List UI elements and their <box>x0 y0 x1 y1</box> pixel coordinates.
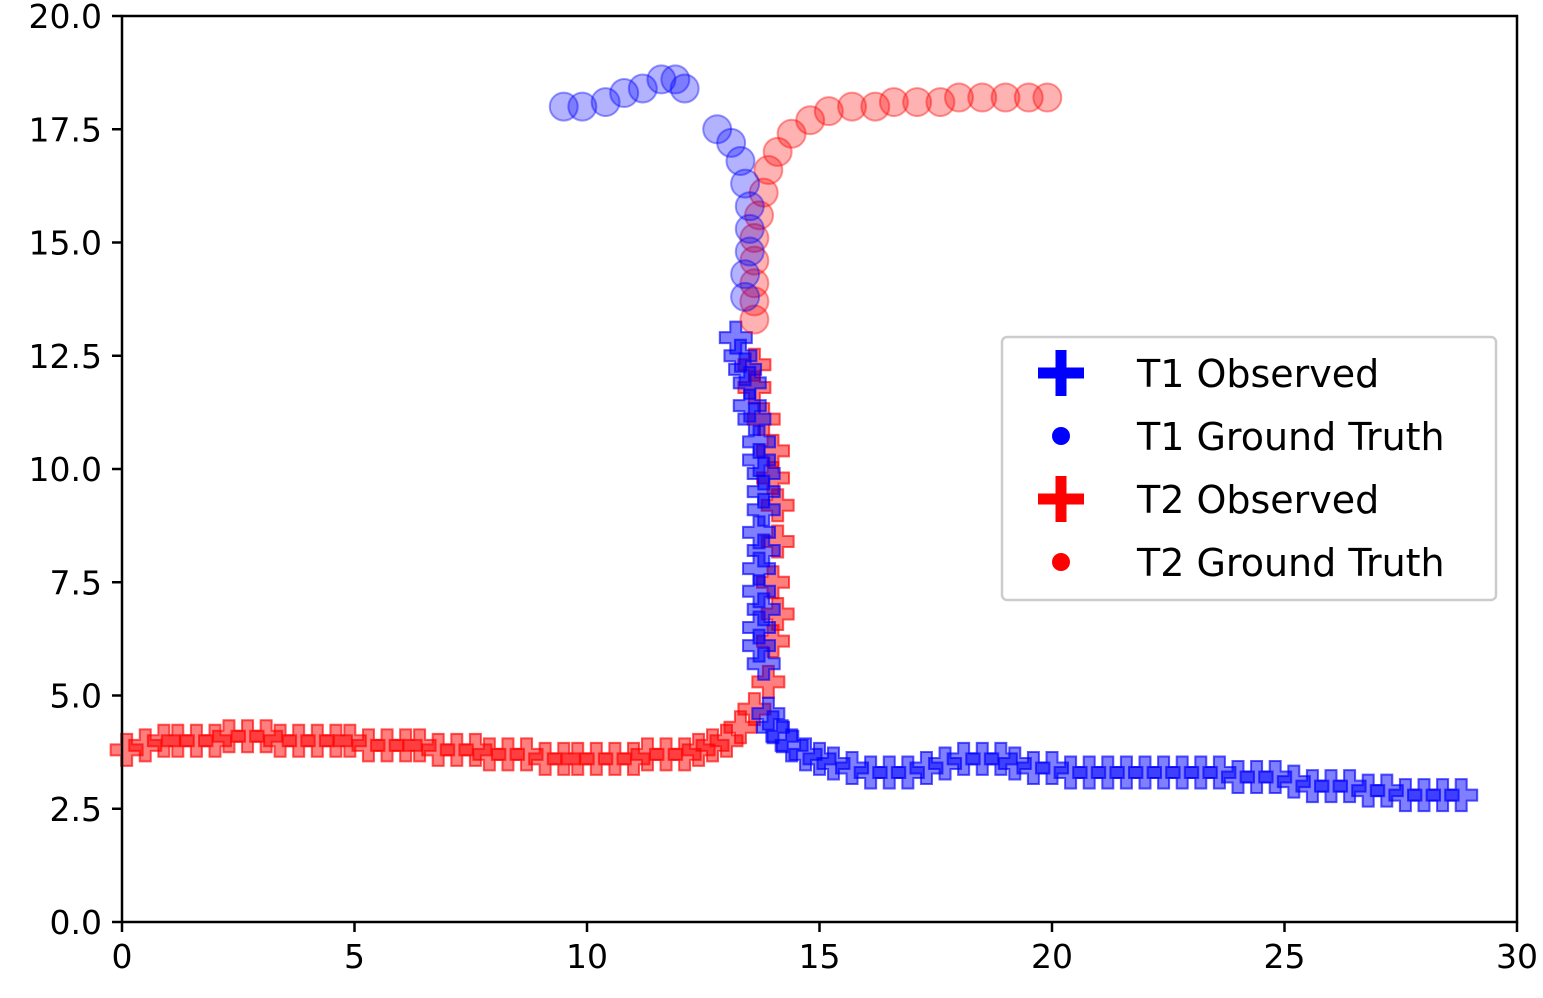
ground-truth-point <box>646 64 677 95</box>
ground-truth-point <box>744 200 775 231</box>
ground-truth-point <box>702 114 733 145</box>
y-tick-label: 10.0 <box>29 450 102 489</box>
y-tick-label: 15.0 <box>29 224 102 263</box>
observed-point <box>509 737 544 772</box>
x-tick-label: 15 <box>799 937 841 976</box>
series-t1-ground-truth <box>548 64 765 312</box>
ground-truth-point <box>730 259 761 290</box>
observed-point <box>1258 760 1293 795</box>
legend-label: T2 Observed <box>1136 478 1379 522</box>
legend-label: T1 Ground Truth <box>1136 415 1445 459</box>
observed-point <box>1444 778 1479 813</box>
observed-point <box>1369 773 1404 808</box>
x-tick-label: 20 <box>1031 937 1073 976</box>
ground-truth-point <box>730 168 761 199</box>
ground-truth-point <box>837 91 868 122</box>
ground-truth-point <box>739 286 770 317</box>
ground-truth-point <box>590 87 621 118</box>
ground-truth-point <box>734 236 765 267</box>
ground-truth-point <box>990 82 1021 113</box>
ground-truth-point <box>860 91 891 122</box>
legend-label: T1 Observed <box>1136 352 1379 396</box>
ground-truth-point <box>734 191 765 222</box>
legend-label: T2 Ground Truth <box>1136 541 1445 585</box>
ground-truth-point <box>739 245 770 276</box>
y-tick-label: 5.0 <box>50 677 102 716</box>
ground-truth-point <box>762 136 793 167</box>
ground-truth-point <box>734 213 765 244</box>
legend-dot-icon <box>1052 427 1070 445</box>
ground-truth-point <box>925 87 956 118</box>
ground-truth-point <box>753 155 784 186</box>
ground-truth-point <box>776 118 807 149</box>
ground-truth-point <box>1032 82 1063 113</box>
y-tick-label: 17.5 <box>29 110 102 149</box>
observed-point <box>746 646 781 681</box>
series-t2-ground-truth <box>739 82 1063 335</box>
ground-truth-point <box>548 91 579 122</box>
x-tick-label: 25 <box>1264 937 1306 976</box>
ground-truth-point <box>627 73 658 104</box>
x-tick-label: 5 <box>344 937 365 976</box>
ground-truth-point <box>660 64 691 95</box>
observed-point <box>816 746 851 781</box>
ground-truth-point <box>730 281 761 312</box>
legend-box <box>1000 335 1498 602</box>
observed-point <box>1332 769 1367 804</box>
observed-point <box>709 723 744 758</box>
observed-point <box>835 750 870 785</box>
legend: T1 Observed T1 Ground Truth T2 Observed T2 … <box>1000 335 1498 602</box>
ground-truth-point <box>878 87 909 118</box>
ground-truth-point <box>669 73 700 104</box>
observed-point <box>332 723 367 758</box>
y-tick-label: 7.5 <box>50 563 102 602</box>
ground-truth-point <box>813 96 844 127</box>
ground-truth-point <box>795 105 826 136</box>
ground-truth-point <box>739 222 770 253</box>
observed-point <box>997 746 1032 781</box>
ground-truth-point <box>716 127 747 158</box>
ground-truth-point <box>739 268 770 299</box>
y-tick-label: 12.5 <box>29 337 102 376</box>
ground-truth-point <box>902 87 933 118</box>
ground-truth-point <box>567 91 598 122</box>
y-tick-label: 20.0 <box>29 0 102 36</box>
observed-point <box>774 728 809 763</box>
ground-truth-point <box>748 177 779 208</box>
x-tick-label: 30 <box>1496 937 1538 976</box>
axis-ticks: 0 5 10 15 20 25 30 0.0 2.5 5.0 7.5 10.0 12.5 15.0 17.5… <box>29 0 1538 976</box>
ground-truth-point <box>944 82 974 113</box>
ground-truth-point <box>739 304 770 335</box>
observed-point <box>1276 764 1311 799</box>
y-tick-label: 2.5 <box>50 790 102 829</box>
points-layer <box>109 64 1479 813</box>
observed-point <box>746 492 781 527</box>
legend-plus-icon <box>1038 476 1084 522</box>
ground-truth-point <box>725 145 756 176</box>
ground-truth-point <box>1013 82 1044 113</box>
ground-truth-point <box>609 78 640 109</box>
legend-dot-icon <box>1052 553 1070 571</box>
observed-point <box>1035 750 1069 785</box>
observed-point <box>402 728 437 763</box>
series-t2-observed <box>109 347 795 776</box>
ground-truth-point <box>967 82 998 113</box>
legend-plus-icon <box>1038 350 1084 396</box>
series-t1-observed <box>718 320 1479 813</box>
observed-point <box>1202 755 1237 790</box>
x-tick-label: 10 <box>566 937 608 976</box>
x-tick-label: 0 <box>112 937 133 976</box>
y-tick-label: 0.0 <box>50 903 102 942</box>
observed-point <box>723 710 758 745</box>
